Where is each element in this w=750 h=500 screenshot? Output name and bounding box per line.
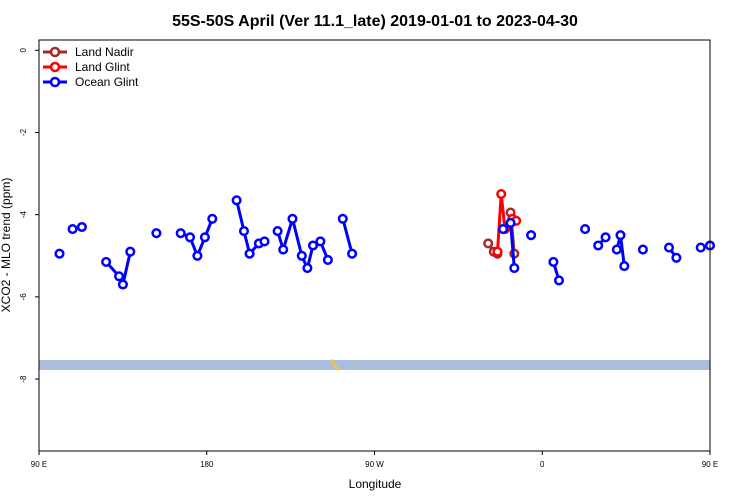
data-point xyxy=(101,256,112,267)
data-point xyxy=(483,238,494,249)
x-tick-label: 90 E xyxy=(31,460,47,469)
data-point xyxy=(347,248,358,259)
data-point xyxy=(287,213,298,224)
data-point xyxy=(296,250,307,261)
data-point xyxy=(548,256,559,267)
data-point xyxy=(671,252,682,263)
y-tick-label: -6 xyxy=(19,293,28,301)
plot-frame xyxy=(38,39,711,452)
data-point xyxy=(151,228,162,239)
data-point xyxy=(67,224,78,235)
series-line xyxy=(496,192,507,252)
data-point xyxy=(509,263,520,274)
data-point xyxy=(76,221,87,233)
series-line xyxy=(341,218,354,255)
legend-item-ocean-glint: Ocean Glint xyxy=(43,75,139,89)
data-point xyxy=(553,275,565,286)
data-point xyxy=(192,250,203,261)
data-point xyxy=(175,228,186,239)
data-point xyxy=(637,244,648,255)
data-point xyxy=(302,263,313,274)
data-point xyxy=(322,254,333,265)
data-point xyxy=(231,195,242,206)
legend-marker xyxy=(49,61,61,73)
x-tick-label: 90 E xyxy=(702,460,718,469)
plot-layer xyxy=(54,189,716,290)
data-point xyxy=(117,279,128,290)
series-ocean-glint xyxy=(54,195,716,290)
data-point xyxy=(315,236,326,247)
y-tick-label: -4 xyxy=(19,211,28,219)
data-point xyxy=(199,232,210,243)
data-point xyxy=(580,224,591,235)
data-point xyxy=(259,236,270,247)
axis-layer: 90 E 180 90 W 0 90 E 0 -2 -4 -6 -8 xyxy=(19,48,718,469)
x-tick-label: 180 xyxy=(200,460,214,469)
data-point xyxy=(611,244,622,255)
x-tick-label: 0 xyxy=(540,460,545,469)
data-point xyxy=(619,261,630,272)
data-point xyxy=(272,226,283,237)
data-point xyxy=(695,242,706,253)
data-point xyxy=(114,271,125,282)
data-point xyxy=(244,248,255,259)
data-point xyxy=(593,240,604,251)
legend-item-land-nadir: Land Nadir xyxy=(43,45,134,59)
data-point xyxy=(184,232,196,243)
data-point xyxy=(663,242,675,253)
data-point xyxy=(278,244,289,255)
y-tick-label: 0 xyxy=(19,48,28,53)
data-point xyxy=(207,213,218,224)
data-point xyxy=(505,217,516,228)
x-tick-label: 90 W xyxy=(365,460,384,469)
data-point xyxy=(238,226,250,237)
data-point xyxy=(496,189,507,200)
y-tick-label: -2 xyxy=(19,128,28,136)
land-band-marks xyxy=(330,359,353,371)
legend-label: Ocean Glint xyxy=(75,75,139,89)
y-tick-label: -8 xyxy=(19,375,28,383)
data-point xyxy=(600,232,611,243)
x-axis-label: Longitude xyxy=(349,477,402,491)
data-point xyxy=(492,246,503,257)
data-point xyxy=(54,248,65,259)
land-band xyxy=(39,360,710,370)
legend-item-land-glint: Land Glint xyxy=(43,60,130,74)
data-point xyxy=(498,224,509,235)
y-axis-label: XCO2 - MLO trend (ppm) xyxy=(0,178,13,313)
chart-title: 55S-50S April (Ver 11.1_late) 2019-01-01… xyxy=(172,13,578,30)
data-point xyxy=(125,246,136,257)
data-point xyxy=(307,240,319,251)
legend-label: Land Glint xyxy=(75,60,130,74)
data-point xyxy=(526,230,537,241)
data-point xyxy=(337,213,348,224)
legend-marker xyxy=(49,46,61,58)
legend-marker xyxy=(49,76,61,88)
data-point xyxy=(615,230,626,241)
legend-label: Land Nadir xyxy=(75,45,134,59)
